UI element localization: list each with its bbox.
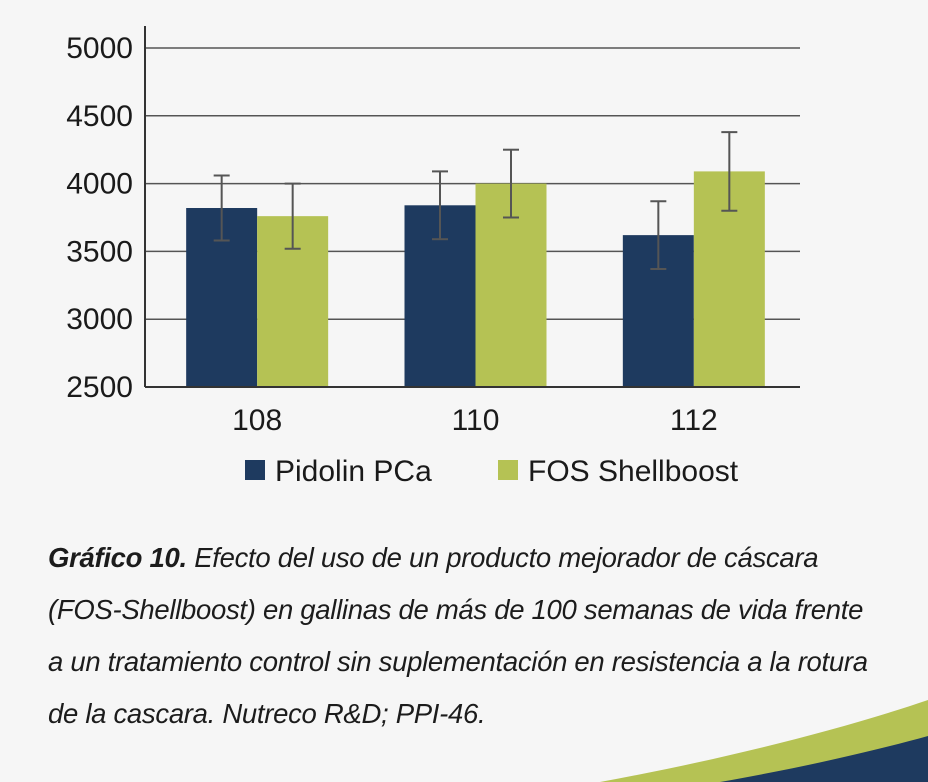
axes: 2500 3000 3500 4000 4500 5000 108 110 112: [66, 26, 800, 437]
legend-swatch: [498, 460, 518, 480]
x-category-label: 112: [670, 404, 718, 437]
swoosh-navy: [720, 736, 928, 782]
y-tick-label: 4500: [66, 100, 133, 133]
y-tick-label: 3000: [66, 303, 133, 336]
y-tick-label: 5000: [66, 32, 133, 65]
x-category-label: 108: [232, 404, 282, 437]
legend: Pidolin PCa FOS Shellboost: [245, 455, 739, 488]
x-category-label: 110: [452, 404, 500, 437]
legend-label: Pidolin PCa: [275, 455, 432, 488]
bars: [186, 131, 765, 387]
y-tick-label: 3500: [66, 235, 133, 268]
caption-text: Efecto del uso de un producto mejorador …: [48, 542, 868, 729]
bar-chart: 2500 3000 3500 4000 4500 5000 108 110 112 Pidoli…: [66, 26, 800, 488]
y-tick-label: 2500: [66, 371, 133, 404]
legend-label: FOS Shellboost: [528, 455, 739, 488]
caption-label: Gráfico 10.: [48, 542, 187, 573]
legend-swatch: [245, 460, 265, 480]
y-tick-label: 4000: [66, 168, 133, 201]
figure-caption: Gráfico 10. Efecto del uso de un product…: [48, 532, 868, 740]
